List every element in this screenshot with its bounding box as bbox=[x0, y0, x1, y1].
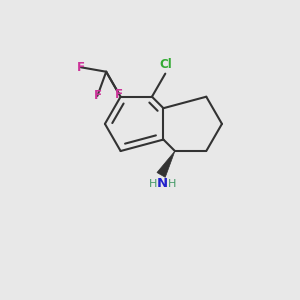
Polygon shape bbox=[157, 151, 175, 177]
Text: H: H bbox=[148, 179, 157, 189]
Text: N: N bbox=[157, 177, 168, 190]
Text: F: F bbox=[115, 88, 123, 100]
Text: H: H bbox=[168, 179, 177, 189]
Text: Cl: Cl bbox=[159, 58, 172, 71]
Text: F: F bbox=[93, 89, 101, 102]
Text: F: F bbox=[77, 61, 85, 74]
